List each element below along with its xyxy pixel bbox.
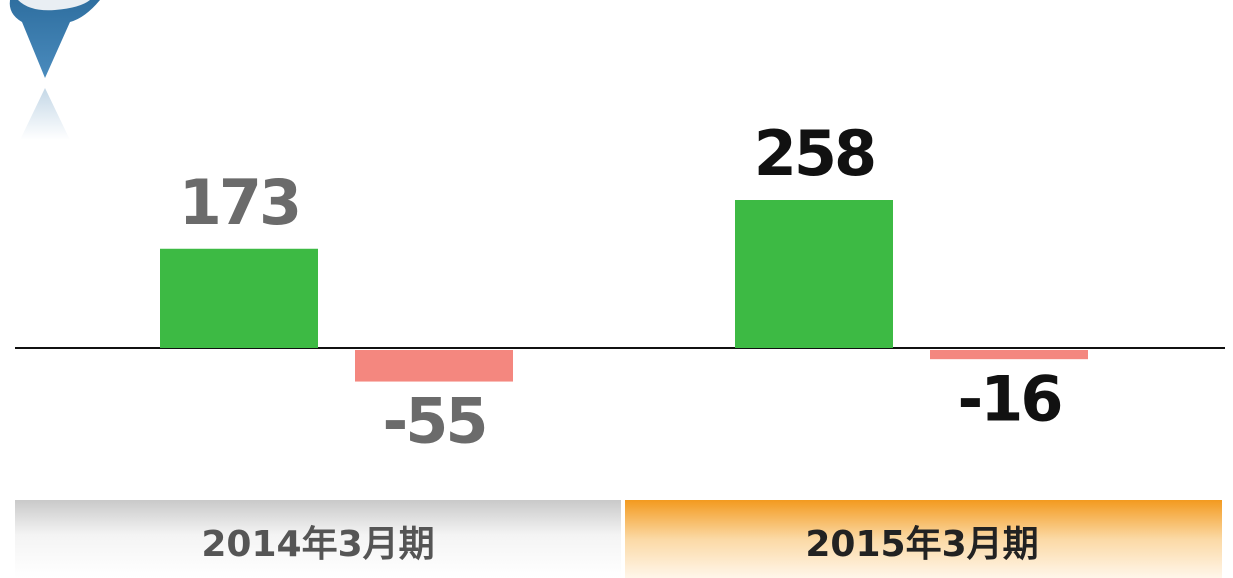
value-label: -16	[957, 362, 1060, 435]
category-band	[15, 500, 621, 578]
pin-icon	[9, 0, 100, 140]
value-label: -55	[382, 385, 485, 458]
category-band	[625, 500, 1222, 578]
bar	[735, 200, 893, 348]
value-label: 258	[754, 117, 874, 190]
value-label: 173	[179, 166, 299, 239]
bar	[160, 248, 318, 348]
x-tick-label: 2015年3月期	[805, 524, 1038, 565]
bar	[355, 350, 513, 382]
bar	[930, 350, 1088, 360]
x-tick-label: 2014年3月期	[201, 524, 434, 565]
